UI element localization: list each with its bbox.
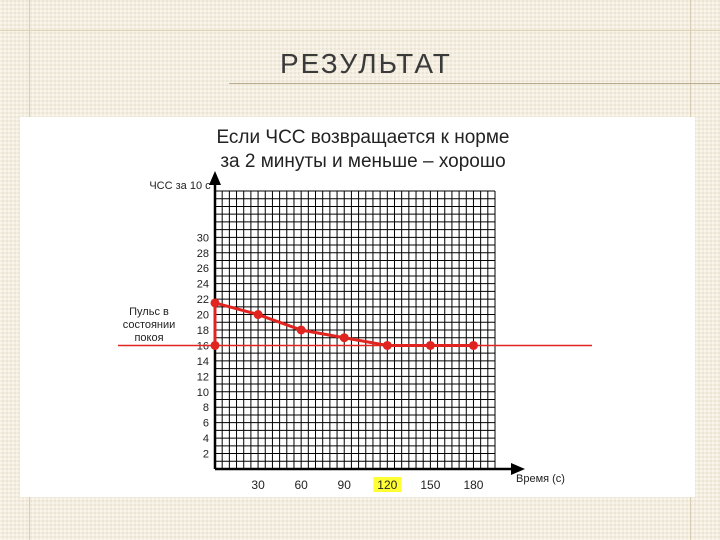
data-point-origin: [210, 340, 220, 350]
x-tick-highlight: [373, 477, 402, 492]
y-tick-label: 16: [197, 340, 209, 352]
y-tick-label: 30: [197, 232, 209, 244]
y-tick-label: 20: [197, 310, 209, 322]
x-tick-label: 30: [251, 478, 265, 492]
slide-title: РЕЗУЛЬТАТ: [280, 48, 452, 79]
y-tick-label: 10: [197, 387, 209, 399]
y-tick-label: 4: [203, 433, 209, 445]
y-tick-label: 2: [203, 449, 209, 461]
title-underline: [229, 83, 720, 84]
data-point: [253, 310, 263, 320]
y-tick-label: 8: [203, 402, 209, 414]
resting-pulse-label: Пульс в состоянии покоя: [122, 306, 176, 344]
x-tick-label: 150: [420, 478, 440, 492]
x-tick-label: 60: [294, 478, 308, 492]
data-point: [210, 298, 220, 308]
x-tick-label: 90: [338, 478, 352, 492]
chart-title-line-1: Если ЧСС возвращается к норме: [216, 127, 510, 148]
data-point: [425, 340, 435, 350]
y-axis-arrow: [209, 171, 221, 185]
y-tick-label: 26: [197, 263, 209, 275]
y-tick-label: 24: [197, 279, 209, 291]
data-point: [339, 333, 349, 343]
y-tick-label: 18: [197, 325, 209, 337]
chart-panel: Если ЧСС возвращается к норме за 2 минут…: [20, 117, 695, 497]
y-tick-label: 28: [197, 248, 209, 260]
x-tick-label: 180: [463, 478, 483, 492]
y-tick-label: 6: [203, 418, 209, 430]
y-tick-label: 12: [197, 371, 209, 383]
frame-line: [0, 30, 720, 31]
x-axis-arrow: [511, 463, 525, 475]
data-point: [468, 340, 478, 350]
chart-title-line-2: за 2 минуты и меньше – хорошо: [220, 151, 506, 172]
y-tick-label: 14: [197, 356, 209, 368]
data-point: [296, 325, 306, 335]
x-axis-label: Время (с): [516, 473, 565, 485]
data-point: [382, 340, 392, 350]
chart-title: Если ЧСС возвращается к норме за 2 минут…: [203, 126, 523, 174]
x-tick-label: 120: [377, 478, 397, 492]
y-tick-label: 22: [197, 294, 209, 306]
y-axis-label: ЧСС за 10 с: [149, 180, 211, 192]
